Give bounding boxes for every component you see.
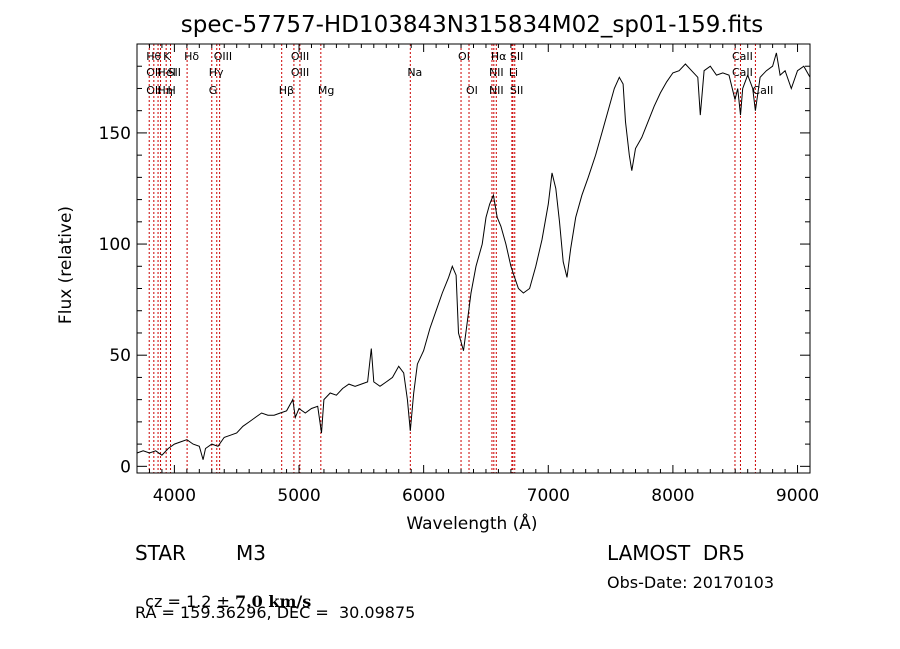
coordinates: RA = 159.36296, DEC = 30.09875 [135, 603, 416, 622]
y-axis-label: Flux (relative) [56, 206, 76, 324]
obs-date: Obs-Date: 20170103 [607, 573, 775, 592]
x-tick-label-2: 6000 [402, 486, 445, 506]
line-label-25-2: CaII [752, 84, 773, 97]
x-tick-label-0: 4000 [153, 486, 196, 506]
x-tick-label-3: 7000 [527, 486, 570, 506]
line-label-17-2: NII [489, 84, 504, 97]
line-label-6-0: Hδ [184, 50, 199, 63]
line-label-21-0: SII [510, 50, 523, 63]
line-label-23-1: CaII [732, 66, 753, 79]
spectral-line-markers: HθOIIOIIHeIHηKSIIHHδHγGOIIIHβOIIIOIIIMgN… [146, 44, 773, 473]
line-label-4-0: K [163, 50, 171, 63]
line-label-14-1: Na [407, 66, 422, 79]
line-label-21-2: SII [510, 84, 523, 97]
y-tick-label-2: 100 [99, 235, 131, 255]
y-tick-label-0: 0 [120, 457, 131, 477]
line-label-10-2: Hβ [279, 84, 294, 97]
x-axis-label: Wavelength (Å) [406, 512, 537, 534]
line-label-7-2: G [209, 84, 218, 97]
object-class: STAR [135, 541, 186, 565]
y-tick-label-3: 150 [99, 124, 131, 144]
survey-name: LAMOST DR5 [607, 541, 745, 565]
line-label-13-2: Mg [318, 84, 334, 97]
line-label-16-2: OI [466, 84, 478, 97]
axes: 4000 5000 6000 7000 8000 9000 0 50 100 150 [99, 44, 819, 506]
x-tick-label-4: 8000 [651, 486, 694, 506]
line-label-5-2: H [168, 84, 176, 97]
spectrum-line-0 [136, 52, 811, 460]
line-label-8-0: OIII [214, 50, 232, 63]
plot-frame [136, 43, 811, 474]
line-label-5-1: SII [168, 66, 181, 79]
line-label-3-2: Hη [158, 84, 173, 97]
cz-value: 7.0 km/s [234, 592, 312, 611]
cz-prefix: cz = 1.2 ± [145, 592, 235, 611]
y-tick-label-1: 50 [109, 346, 131, 366]
line-label-23-0: CaII [732, 50, 753, 63]
redshift-cz: cz = 1.2 ± 7.0 km/s [135, 573, 311, 611]
object-subclass: M3 [236, 541, 266, 565]
spectrum-series [136, 52, 811, 460]
x-tick-label-5: 9000 [776, 486, 819, 506]
line-label-20-1: Li [509, 66, 518, 79]
line-label-3-1: HeI [158, 66, 176, 79]
line-label-18-0: Hα [491, 50, 507, 63]
x-tick-label-1: 5000 [277, 486, 320, 506]
line-label-15-0: OI [458, 50, 470, 63]
chart-title: spec-57757-HD103843N315834M02_sp01-159.f… [181, 12, 763, 38]
